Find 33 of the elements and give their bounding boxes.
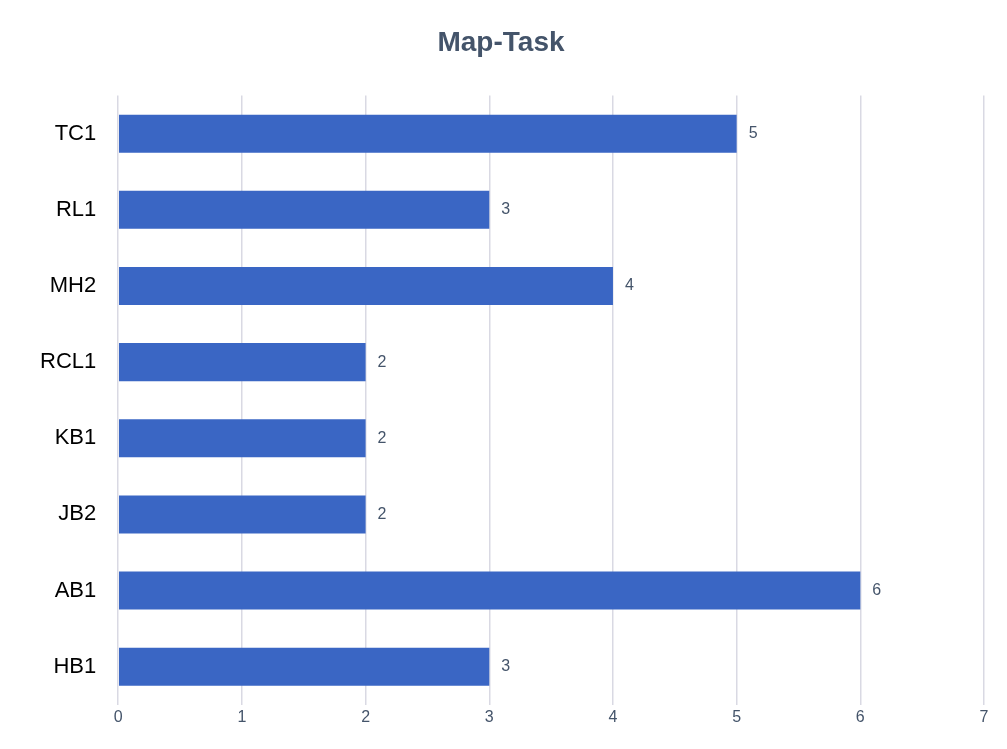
- x-tick-label: 1: [237, 707, 247, 725]
- x-tick-label: 5: [732, 707, 742, 725]
- data-label: 3: [501, 200, 511, 218]
- y-tick-label: AB1: [54, 576, 97, 602]
- data-label: 2: [377, 428, 387, 446]
- data-label: 4: [624, 276, 634, 294]
- y-tick-label: JB2: [58, 500, 97, 526]
- x-tick-label: 2: [361, 707, 371, 725]
- chart-title: Map-Task: [437, 25, 565, 57]
- data-label: 2: [377, 504, 387, 522]
- data-label: 3: [501, 657, 511, 675]
- y-tick-label: TC1: [54, 119, 97, 145]
- y-tick-label: RL1: [55, 195, 97, 221]
- bar: [119, 419, 366, 458]
- bar: [119, 114, 737, 153]
- bar: [119, 343, 366, 382]
- x-tick-label: 3: [484, 707, 494, 725]
- y-tick-label: RCL1: [40, 348, 97, 374]
- bar: [119, 266, 613, 306]
- x-tick-label: 0: [113, 707, 123, 725]
- data-label: 2: [377, 352, 387, 370]
- y-tick-label: MH2: [49, 272, 97, 298]
- bar: [119, 495, 366, 534]
- bar: [119, 190, 490, 229]
- y-tick-label: KB1: [54, 424, 97, 450]
- y-tick-label: HB1: [53, 652, 97, 678]
- bar: [119, 571, 861, 610]
- x-tick-label: 4: [608, 707, 618, 725]
- bar: [119, 647, 490, 686]
- x-tick-label: 7: [979, 707, 989, 725]
- data-label: 6: [872, 580, 882, 598]
- x-tick-label: 6: [855, 707, 865, 725]
- data-label: 5: [748, 124, 758, 142]
